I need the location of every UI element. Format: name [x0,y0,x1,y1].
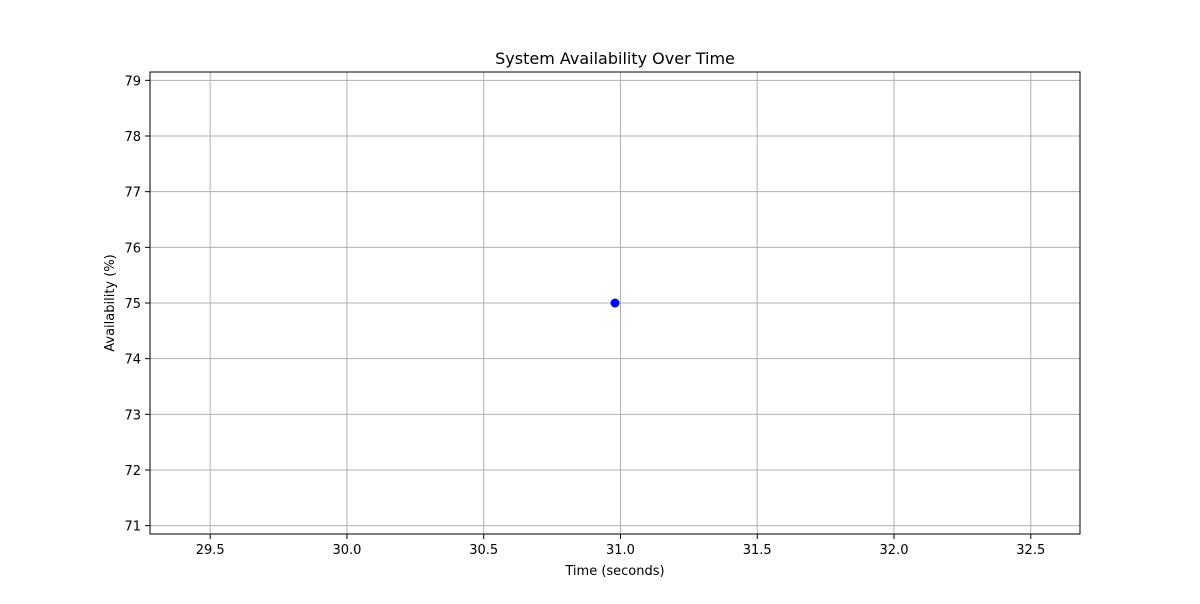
y-tick-label: 76 [124,241,141,256]
x-tick-label: 30.0 [332,543,361,558]
y-tick-label: 71 [124,520,141,535]
y-tick-label: 72 [124,464,141,479]
y-tick-label: 77 [124,186,141,201]
y-tick-label: 74 [124,353,141,368]
y-tick-label: 73 [124,408,141,423]
y-tick-label: 79 [124,74,141,89]
x-tick-label: 31.0 [606,543,635,558]
x-tick-label: 32.0 [880,543,909,558]
x-axis-label: Time (seconds) [564,564,664,579]
data-points [610,298,620,308]
x-tick-label: 30.5 [469,543,498,558]
data-point [610,298,620,308]
y-tick-label: 78 [124,130,141,145]
y-tick-label: 75 [124,297,141,312]
chart-title: System Availability Over Time [495,49,735,68]
x-tick-label: 32.5 [1016,543,1045,558]
x-tick-label: 31.5 [743,543,772,558]
y-axis-ticks: 71 72 73 74 75 76 77 78 79 [124,74,150,535]
y-axis-label: Availability (%) [103,254,118,352]
x-tick-label: 29.5 [196,543,225,558]
grid [150,72,1080,534]
x-axis-ticks: 29.5 30.0 30.5 31.0 31.5 32.0 32.5 [196,534,1045,558]
